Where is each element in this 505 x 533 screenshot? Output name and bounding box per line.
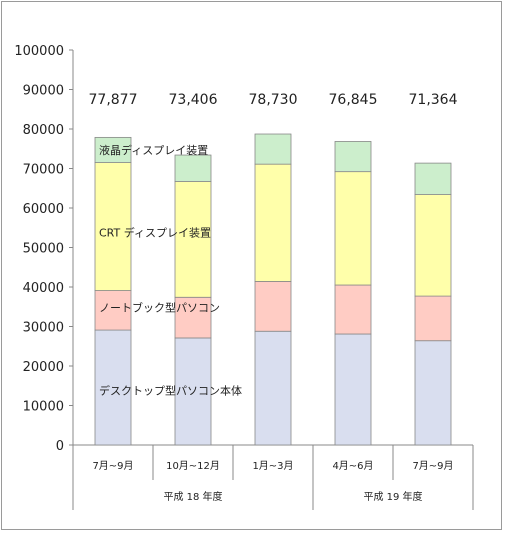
x-category-label: 10月~12月	[166, 460, 220, 472]
bar-segment	[254, 163, 292, 282]
x-group-label: 平成 18 年度	[163, 490, 222, 503]
x-category-label: 4月~6月	[332, 460, 373, 472]
series-label: デスクトップ型パソコン本体	[99, 384, 242, 398]
bar-segment	[94, 162, 132, 291]
bar-segment	[334, 333, 372, 446]
y-tick-label: 20000	[23, 360, 64, 375]
y-tick-label: 50000	[23, 242, 64, 257]
y-tick-label: 80000	[23, 123, 64, 138]
bar-segment	[334, 284, 372, 335]
bar-segment	[414, 295, 452, 342]
bar-segment	[174, 154, 212, 182]
bar-segment	[94, 290, 132, 331]
bar-total-label: 77,877	[89, 92, 138, 108]
bar-segment	[94, 136, 132, 163]
x-category-label: 7月~9月	[412, 460, 453, 472]
y-tick-label: 90000	[23, 84, 64, 99]
bar-segment	[334, 141, 372, 173]
series-label: CRT ディスプレイ装置	[99, 226, 211, 240]
y-tick-label: 100000	[14, 44, 64, 59]
y-tick-label: 0	[56, 439, 64, 454]
bar-segment	[414, 340, 452, 446]
bar-total-label: 76,845	[329, 92, 378, 108]
y-tick-label: 60000	[23, 202, 64, 217]
bar-segment	[174, 181, 212, 298]
bar-segment	[254, 330, 292, 446]
x-group-label: 平成 19 年度	[363, 490, 422, 503]
y-tick-label: 10000	[23, 400, 64, 415]
bar-segment	[414, 162, 452, 195]
bar-total-label: 73,406	[169, 92, 218, 108]
y-tick-label: 70000	[23, 163, 64, 178]
bar-segment	[174, 296, 212, 339]
bar-segment	[414, 194, 452, 297]
bar-total-label: 78,730	[249, 92, 298, 108]
bar-segment	[254, 281, 292, 332]
bar-total-label: 71,364	[409, 92, 458, 108]
bar-segment	[254, 133, 292, 165]
series-label: ノートブック型パソコン	[99, 300, 220, 314]
y-tick-label: 30000	[23, 321, 64, 336]
bar-segment	[334, 171, 372, 286]
series-label: 液晶ディスプレイ装置	[99, 143, 208, 157]
bar-segment	[174, 337, 212, 446]
y-tick-label: 40000	[23, 281, 64, 296]
x-category-label: 7月~9月	[92, 460, 133, 472]
bar-segment	[94, 329, 132, 446]
x-category-label: 1月~3月	[252, 460, 293, 472]
